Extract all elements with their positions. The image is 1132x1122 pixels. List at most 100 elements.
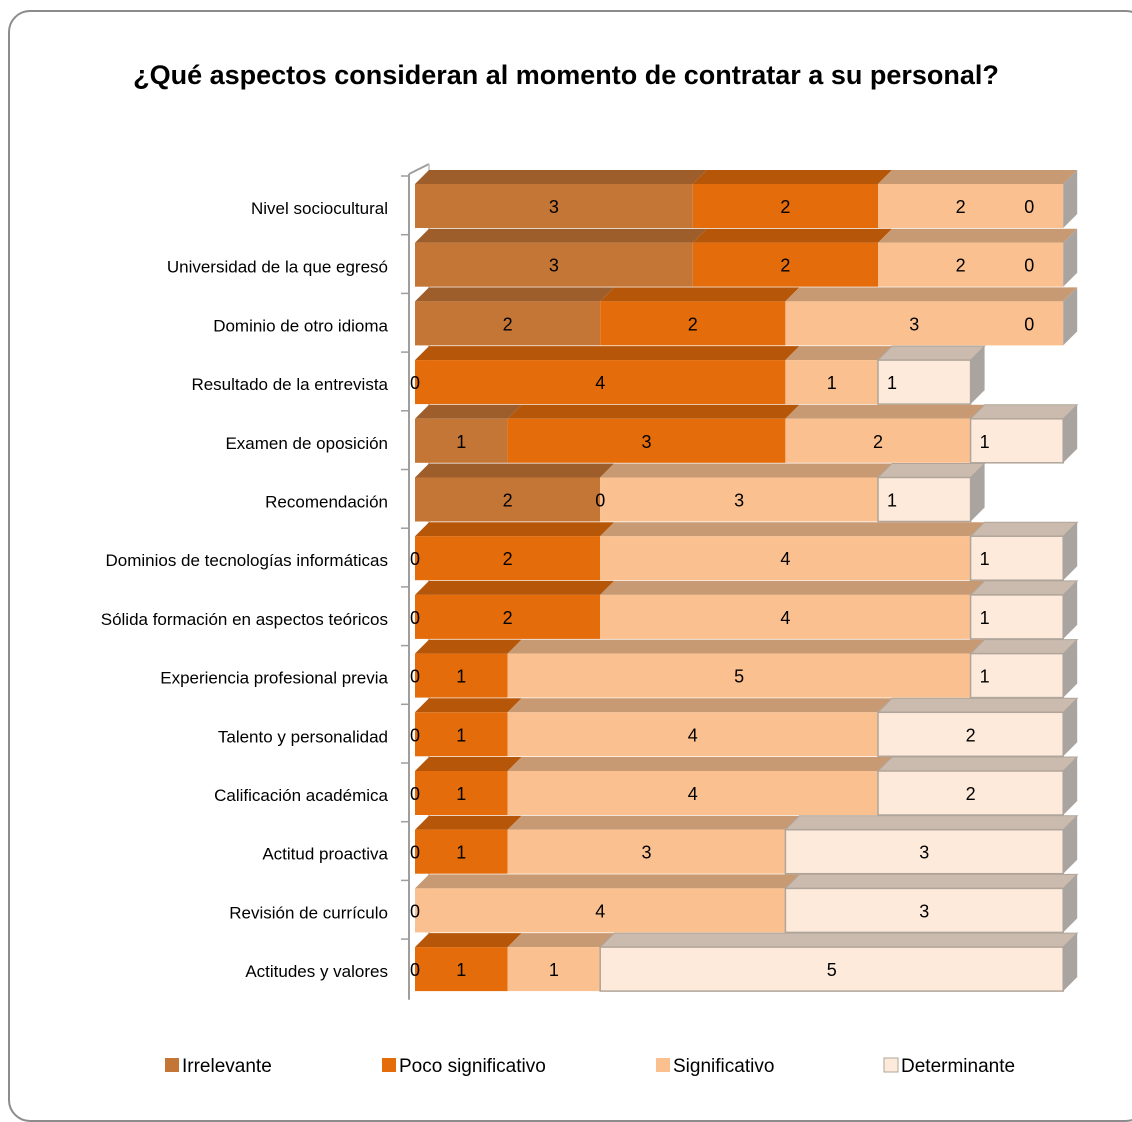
- labels-layer: Nivel sociocultural 3 2 2 0 Universidad de la…: [101, 197, 1034, 981]
- data-label-poco-significativo-examen-de-oposicion: 3: [641, 432, 651, 452]
- data-label-determinante-examen-de-oposicion: 1: [980, 432, 990, 452]
- data-label-significativo-experiencia-profesional-previa: 5: [734, 667, 744, 687]
- legend: Irrelevante Poco significativo Significati…: [165, 1056, 1015, 1077]
- bar-significativo-nivel-sociocultural: [878, 170, 1078, 228]
- axis-depth-edge: [408, 163, 430, 175]
- category-label-calificacion-academica: Calificación académica: [214, 786, 388, 805]
- bar-side-face: [1063, 698, 1078, 757]
- data-label-irrelevante-experiencia-profesional-previa: 0: [410, 667, 420, 687]
- bar-side-face: [1063, 815, 1078, 874]
- data-label-irrelevante-solida-formacion-en-aspectos-teoricos: 0: [410, 608, 420, 628]
- legend-swatch: [883, 1057, 899, 1073]
- data-label-irrelevante-talento-y-personalidad: 0: [410, 725, 420, 745]
- data-label-significativo-talento-y-personalidad: 4: [688, 725, 698, 745]
- legend-swatch: [656, 1058, 670, 1072]
- category-label-universidad-de-la-que-egreso: Universidad de la que egresó: [167, 258, 388, 277]
- data-label-poco-significativo-talento-y-personalidad: 1: [456, 725, 466, 745]
- data-label-significativo-dominios-de-tecnologias-informaticas: 4: [780, 549, 790, 569]
- bar-poco-significativo-resultado-de-la-entrevista: [415, 346, 800, 405]
- legend-swatch: [382, 1058, 396, 1072]
- data-label-irrelevante-dominio-de-otro-idioma: 2: [503, 314, 513, 334]
- category-label-revision-de-curriculo: Revisión de currículo: [229, 903, 388, 922]
- bar-determinante-experiencia-profesional-previa: [969, 639, 1079, 699]
- legend-item-irrelevante: Irrelevante: [165, 1056, 272, 1077]
- bar-determinante-talento-y-personalidad: [876, 697, 1079, 758]
- category-label-solida-formacion-en-aspectos-teoricos: Sólida formación en aspectos teóricos: [101, 610, 388, 629]
- data-label-determinante-revision-de-curriculo: 3: [919, 901, 929, 921]
- data-label-irrelevante-resultado-de-la-entrevista: 0: [410, 373, 420, 393]
- bar-poco-significativo-solida-formacion-en-aspectos-teoricos: [415, 580, 615, 639]
- chart-title: ¿Qué aspectos consideran al momento de c…: [133, 60, 999, 90]
- data-label-irrelevante-universidad-de-la-que-egreso: 3: [549, 256, 559, 276]
- bar-irrelevante-dominio-de-otro-idioma: [415, 287, 615, 346]
- bar-determinante-dominios-de-tecnologias-informaticas: [969, 521, 1079, 581]
- bar-determinante-recomendacion: [876, 463, 986, 523]
- bar-side-face: [1063, 287, 1078, 346]
- bar-determinante-actitud-proactiva: [784, 815, 1079, 875]
- category-label-recomendacion: Recomendación: [265, 493, 388, 512]
- category-label-talento-y-personalidad: Talento y personalidad: [218, 727, 388, 746]
- data-label-irrelevante-recomendacion: 2: [503, 491, 513, 511]
- data-label-significativo-examen-de-oposicion: 2: [873, 432, 883, 452]
- bar-significativo-revision-de-curriculo: [415, 874, 800, 933]
- bar-poco-significativo-dominios-de-tecnologias-informaticas: [415, 522, 615, 581]
- data-label-determinante-talento-y-personalidad: 2: [966, 725, 976, 745]
- legend-item-significativo: Significativo: [656, 1056, 774, 1077]
- data-label-poco-significativo-calificacion-academica: 1: [456, 784, 466, 804]
- bar-significativo-actitud-proactiva: [507, 815, 800, 874]
- data-label-significativo-nivel-sociocultural: 2: [956, 197, 966, 217]
- legend-item-poco-significativo: Poco significativo: [382, 1056, 546, 1077]
- bar-side-face: [1063, 580, 1078, 639]
- bar-significativo-experiencia-profesional-previa: [507, 639, 985, 698]
- bar-determinante-revision-de-curriculo: [784, 873, 1079, 934]
- data-label-determinante-solida-formacion-en-aspectos-teoricos: 1: [980, 608, 990, 628]
- bar-side-face: [1063, 933, 1078, 992]
- data-label-determinante-actitudes-y-valores: 5: [827, 960, 837, 980]
- bar-significativo-solida-formacion-en-aspectos-teoricos: [600, 580, 985, 639]
- category-label-resultado-de-la-entrevista: Resultado de la entrevista: [191, 375, 388, 394]
- bar-side-face: [1063, 170, 1078, 228]
- bar-significativo-calificacion-academica: [507, 757, 892, 815]
- bar-poco-significativo-examen-de-oposicion: [507, 404, 800, 463]
- data-label-significativo-calificacion-academica: 4: [688, 784, 698, 804]
- data-label-irrelevante-actitudes-y-valores: 0: [410, 960, 420, 980]
- bar-poco-significativo-calificacion-academica: [415, 757, 522, 815]
- data-label-significativo-dominio-de-otro-idioma: 3: [909, 314, 919, 334]
- legend-label: Poco significativo: [399, 1056, 546, 1077]
- data-label-determinante-dominio-de-otro-idioma: 0: [1024, 314, 1034, 334]
- data-label-significativo-resultado-de-la-entrevista: 1: [827, 373, 837, 393]
- bar-side-face: [1063, 757, 1078, 815]
- bar-determinante-solida-formacion-en-aspectos-teoricos: [969, 580, 1079, 640]
- bar-side-face: [1063, 522, 1078, 581]
- bar-significativo-examen-de-oposicion: [785, 404, 985, 463]
- data-label-significativo-solida-formacion-en-aspectos-teoricos: 4: [780, 608, 790, 628]
- data-label-poco-significativo-nivel-sociocultural: 2: [780, 197, 790, 217]
- data-label-determinante-resultado-de-la-entrevista: 1: [887, 373, 897, 393]
- legend-item-determinante: Determinante: [883, 1056, 1015, 1077]
- bar-significativo-dominios-de-tecnologias-informaticas: [600, 522, 985, 581]
- data-label-determinante-dominios-de-tecnologias-informaticas: 1: [980, 549, 990, 569]
- bar-significativo-actitudes-y-valores: [507, 933, 615, 992]
- data-label-significativo-actitud-proactiva: 3: [641, 843, 651, 863]
- bar-poco-significativo-talento-y-personalidad: [415, 698, 522, 757]
- data-label-poco-significativo-dominio-de-otro-idioma: 2: [688, 314, 698, 334]
- bar-poco-significativo-actitudes-y-valores: [415, 933, 522, 992]
- category-label-dominios-de-tecnologias-informaticas: Dominios de tecnologías informáticas: [105, 551, 388, 570]
- category-label-experiencia-profesional-previa: Experiencia profesional previa: [160, 669, 388, 688]
- bar-poco-significativo-actitud-proactiva: [415, 815, 522, 874]
- legend-label: Determinante: [901, 1056, 1015, 1077]
- category-label-nivel-sociocultural: Nivel sociocultural: [251, 199, 388, 218]
- data-label-poco-significativo-solida-formacion-en-aspectos-teoricos: 2: [503, 608, 513, 628]
- data-label-irrelevante-examen-de-oposicion: 1: [456, 432, 466, 452]
- data-label-irrelevante-calificacion-academica: 0: [410, 784, 420, 804]
- bar-poco-significativo-universidad-de-la-que-egreso: [692, 228, 892, 287]
- legend-label: Significativo: [673, 1056, 774, 1077]
- data-label-determinante-universidad-de-la-que-egreso: 0: [1024, 256, 1034, 276]
- data-label-poco-significativo-actitud-proactiva: 1: [456, 843, 466, 863]
- data-label-poco-significativo-dominios-de-tecnologias-informaticas: 2: [503, 549, 513, 569]
- bar-determinante-examen-de-oposicion: [969, 404, 1079, 464]
- data-label-significativo-universidad-de-la-que-egreso: 2: [956, 256, 966, 276]
- bar-significativo-recomendacion: [600, 463, 892, 522]
- data-label-determinante-calificacion-academica: 2: [966, 784, 976, 804]
- bar-poco-significativo-nivel-sociocultural: [692, 170, 892, 228]
